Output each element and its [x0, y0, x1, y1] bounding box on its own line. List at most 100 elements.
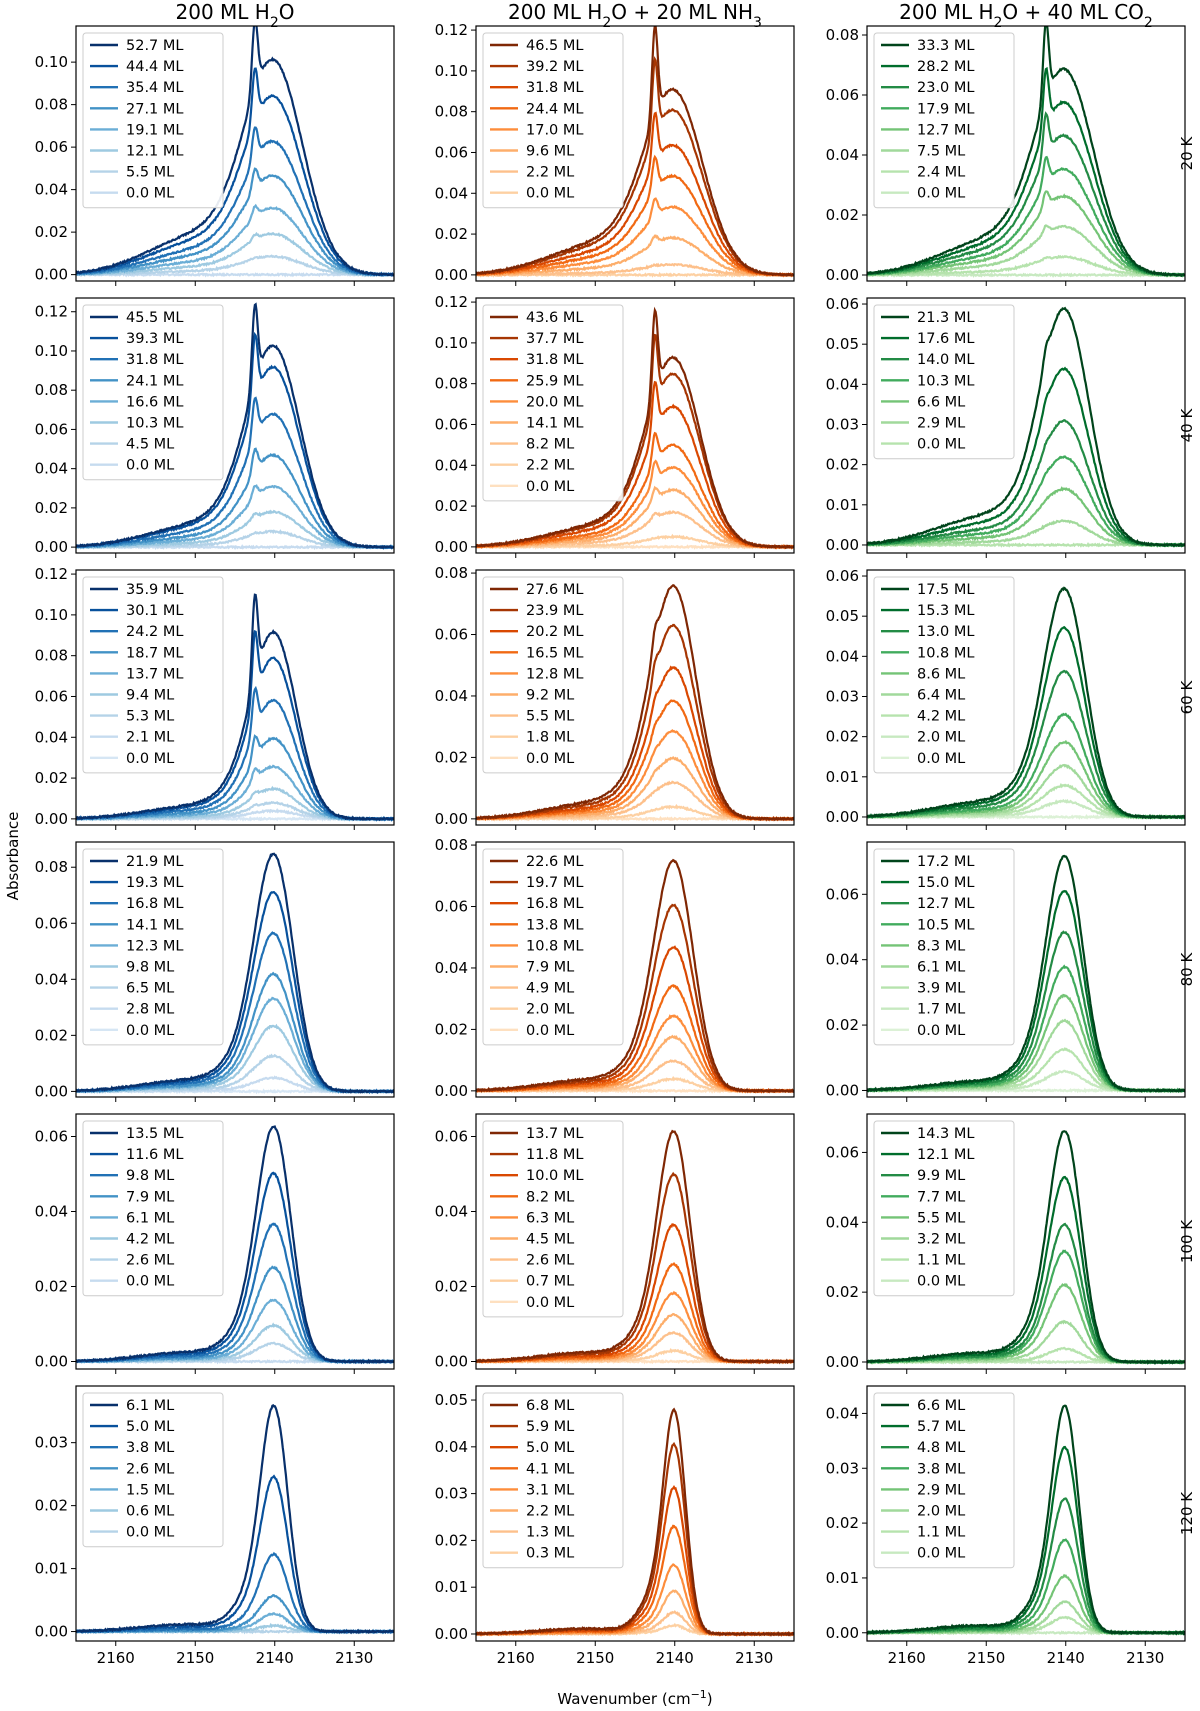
- series-group: [476, 858, 794, 1094]
- legend-label: 45.5 ML: [126, 310, 183, 326]
- series-line-13_7-ML: [476, 1129, 794, 1365]
- legend: 13.5 ML 11.6 ML 9.8 ML 7.9 ML 6.1 ML 4.2 ML 2.…: [82, 1120, 224, 1297]
- series-group: [867, 26, 1185, 278]
- x-tick-label: 2130: [735, 1649, 773, 1667]
- y-tick-label: 0.00: [826, 536, 859, 554]
- legend-label: 0.6 ML: [126, 1504, 174, 1520]
- series-group: [476, 1129, 794, 1365]
- y-tick-label: 0.00: [826, 1624, 859, 1642]
- y-tick-label: 0.00: [435, 1625, 468, 1643]
- legend-label: 8.6 ML: [917, 666, 965, 682]
- row-label-120k: 120 K: [1178, 1491, 1196, 1535]
- legend-label: 0.0 ML: [126, 458, 174, 474]
- legend-label: 7.5 ML: [917, 144, 965, 160]
- row-label-100k: 100 K: [1178, 1219, 1196, 1263]
- legend: 35.9 ML 30.1 ML 24.2 ML 18.7 ML 13.7 ML 9.4 M…: [82, 576, 224, 774]
- panel-co2-40k: 0.00 0.01 0.02 0.03 0.04 0.05 0.06 21.3 ML 17.6 …: [826, 295, 1186, 558]
- legend-label: 0.0 ML: [917, 437, 965, 453]
- legend-label: 0.0 ML: [917, 751, 965, 767]
- legend-label: 5.3 ML: [126, 709, 174, 725]
- y-axis-label: Absorbance: [4, 812, 22, 901]
- y-tick-label: 0.10: [35, 606, 68, 624]
- y-tick-label: 0.08: [435, 836, 468, 854]
- column-title-h2o: 200 ML H2O: [176, 0, 295, 31]
- legend-label: 9.9 ML: [917, 1168, 965, 1184]
- y-tick-label: 0.00: [826, 1353, 859, 1371]
- legend-label: 33.3 ML: [917, 38, 974, 54]
- legend-label: 15.3 ML: [917, 603, 974, 619]
- y-tick-label: 0.08: [826, 26, 859, 44]
- y-tick-label: 0.06: [435, 143, 468, 161]
- legend-box: [873, 1392, 1015, 1569]
- legend-label: 16.8 ML: [526, 896, 583, 912]
- legend-label: 7.7 ML: [917, 1189, 965, 1205]
- panel-co2-80k: 0.00 0.02 0.04 0.06 17.2 ML 15.0 ML 12.7 ML 10.…: [826, 841, 1186, 1102]
- legend-label: 2.6 ML: [526, 1253, 574, 1269]
- legend-label: 13.7 ML: [526, 1126, 583, 1142]
- panel-h2o-60k: 0.00 0.02 0.04 0.06 0.08 0.10 0.12 35.9 ML 30.1 …: [35, 565, 395, 830]
- legend-label: 23.0 ML: [917, 80, 974, 96]
- legend-label: 39.2 ML: [526, 59, 583, 75]
- legend-label: 27.1 ML: [126, 101, 183, 117]
- y-tick-label: 0.10: [435, 334, 468, 352]
- legend-label: 0.0 ML: [526, 1295, 574, 1311]
- legend-label: 6.6 ML: [917, 1398, 965, 1414]
- y-tick-label: 0.04: [826, 647, 859, 665]
- y-tick-label: 0.00: [826, 266, 859, 284]
- series-line-21_9-ML: [76, 852, 394, 1094]
- legend-label: 28.2 ML: [917, 59, 974, 75]
- panel-co2-120k: 0.00 0.01 0.02 0.03 0.04 2160 2150 2140 2130 6.6 …: [826, 1385, 1186, 1667]
- x-tick-label: 2140: [1047, 1649, 1085, 1667]
- y-tick-label: 0.06: [435, 626, 468, 644]
- legend-label: 6.3 ML: [526, 1210, 574, 1226]
- legend-label: 5.0 ML: [126, 1419, 174, 1435]
- series-line-3_8-ML: [76, 1551, 394, 1635]
- panel-frame: [75, 569, 395, 826]
- x-tick-label: 2160: [497, 1649, 535, 1667]
- panel-h2o-20k: 0.00 0.02 0.04 0.06 0.08 0.10 52.7 ML 44.4 ML 35…: [35, 25, 395, 286]
- y-tick-label: 0.04: [35, 181, 68, 199]
- legend-label: 3.2 ML: [917, 1232, 965, 1248]
- y-tick-label: 0.01: [35, 1560, 68, 1578]
- panel-h2o-80k: 0.00 0.02 0.04 0.06 0.08 21.9 ML 19.3 ML 16.8 M…: [35, 841, 395, 1102]
- legend-box: [482, 1120, 624, 1318]
- legend-label: 8.3 ML: [917, 938, 965, 954]
- y-tick-label: 0.01: [826, 496, 859, 514]
- legend-label: 0.0 ML: [917, 1546, 965, 1562]
- y-tick-label: 0.00: [435, 1353, 468, 1371]
- y-tick-label: 0.08: [435, 375, 468, 393]
- legend-label: 7.9 ML: [526, 960, 574, 976]
- y-tick-label: 0.02: [826, 456, 859, 474]
- series-line-21_3-ML: [867, 306, 1185, 548]
- panel-nh3-60k: 0.00 0.02 0.04 0.06 0.08 27.6 ML 23.9 ML 20.2 M…: [435, 564, 795, 830]
- legend-label: 14.1 ML: [526, 416, 583, 432]
- legend-box: [873, 1120, 1015, 1297]
- row-label-20k: 20 K: [1178, 135, 1196, 170]
- panel-nh3-120k: 0.00 0.01 0.02 0.03 0.04 0.05 2160 2150 2140 2130…: [435, 1385, 795, 1667]
- panel-nh3-100k: 0.00 0.02 0.04 0.06 13.7 ML 11.8 ML 10.0 ML 8.2…: [435, 1113, 795, 1374]
- legend-label: 1.7 ML: [917, 1002, 965, 1018]
- legend-label: 19.1 ML: [126, 122, 183, 138]
- legend-box: [873, 576, 1015, 774]
- legend: 43.6 ML 37.7 ML 31.8 ML 25.9 ML 20.0 ML 14.1 …: [482, 304, 624, 502]
- panel-nh3-40k: 0.00 0.02 0.04 0.06 0.08 0.10 0.12 43.6 ML 37.7 …: [435, 293, 795, 558]
- row-label-80k: 80 K: [1178, 951, 1196, 986]
- legend-label: 10.8 ML: [917, 645, 974, 661]
- legend: 45.5 ML 39.3 ML 31.8 ML 24.1 ML 16.6 ML 10.3 …: [82, 304, 224, 481]
- series-line-6_8-ML: [476, 1407, 794, 1637]
- legend-label: 3.8 ML: [126, 1440, 174, 1456]
- x-axis-label: Wavenumber (cm−1): [557, 1688, 712, 1709]
- legend-box: [82, 1120, 224, 1297]
- y-tick-label: 0.04: [435, 1438, 468, 1456]
- legend-label: 17.0 ML: [526, 122, 583, 138]
- series-line-6_1-ML: [76, 1298, 394, 1365]
- legend-box: [482, 1392, 624, 1569]
- series-line-10_3-ML: [867, 455, 1185, 548]
- series-line-17_9-ML: [867, 155, 1185, 278]
- y-tick-label: 0.06: [435, 898, 468, 916]
- y-tick-label: 0.04: [35, 460, 68, 478]
- row-label-40k: 40 K: [1178, 407, 1196, 442]
- legend-label: 44.4 ML: [126, 59, 183, 75]
- series-line-2_9-ML: [867, 1573, 1185, 1636]
- legend-label: 35.9 ML: [126, 582, 183, 598]
